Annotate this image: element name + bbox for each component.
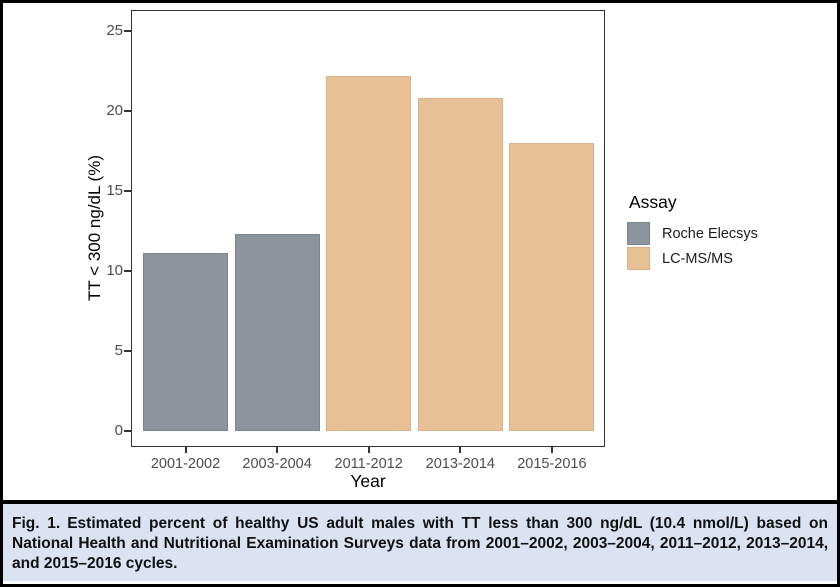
bar: [509, 143, 595, 431]
plot-layer: 0 5 10 15 20 25 2001-2002 2003-2004 2011-2012 201…: [3, 3, 837, 500]
legend-label: LC-MS/MS: [662, 250, 733, 267]
x-axis-title: Year: [350, 471, 386, 491]
x-tick-label: 2001-2002: [150, 456, 221, 472]
bar: [326, 75, 412, 431]
bar: [417, 98, 503, 431]
y-tick-label: 15: [106, 182, 123, 199]
legend-title: Assay: [629, 192, 677, 212]
legend-item: LC-MS/MS: [627, 247, 758, 270]
y-tick-mark: [124, 270, 131, 272]
y-tick-label: 5: [114, 342, 123, 359]
caption-label: Fig. 1.: [12, 515, 61, 532]
y-tick-mark: [124, 110, 131, 112]
caption-body: Estimated percent of healthy US adult ma…: [12, 515, 828, 572]
x-tick-label: 2015-2016: [517, 456, 587, 472]
chart-plot-region: 0 5 10 15 20 25 2001-2002 2003-2004 2011-2012 201…: [3, 3, 837, 500]
caption-divider: [3, 500, 837, 504]
caption-box: Fig. 1. Estimated percent of healthy US a…: [3, 504, 837, 581]
x-tick-mark: [550, 447, 553, 453]
bar: [143, 253, 228, 431]
figure-caption: Fig. 1. Estimated percent of healthy US a…: [12, 514, 828, 574]
bar: [234, 234, 320, 431]
legend-swatch: [627, 222, 650, 245]
x-tick-label: 2013-2014: [425, 456, 495, 472]
y-tick-mark: [124, 30, 131, 32]
y-tick-mark: [124, 350, 131, 352]
x-tick-mark: [184, 447, 187, 453]
y-tick-label: 0: [114, 422, 123, 439]
x-tick-mark: [367, 447, 370, 453]
y-tick-label: 20: [106, 102, 123, 119]
y-tick-mark: [124, 430, 131, 432]
legend: Assay Roche Elecsys LC-MS/MS: [627, 192, 758, 272]
y-tick-mark: [124, 190, 131, 192]
legend-swatch: [627, 247, 650, 270]
x-tick-label: 2003-2004: [242, 456, 312, 472]
x-tick-mark: [276, 447, 279, 453]
legend-label: Roche Elecsys: [662, 225, 758, 242]
x-tick-mark: [459, 447, 462, 453]
y-axis-title: TT < 300 ng/dL (%): [85, 155, 104, 301]
legend-items: Roche Elecsys LC-MS/MS: [627, 222, 758, 270]
y-tick-label: 10: [106, 262, 123, 279]
legend-item: Roche Elecsys: [627, 222, 758, 245]
x-tick-label: 2011-2012: [334, 456, 403, 472]
y-tick-label: 25: [106, 22, 123, 39]
